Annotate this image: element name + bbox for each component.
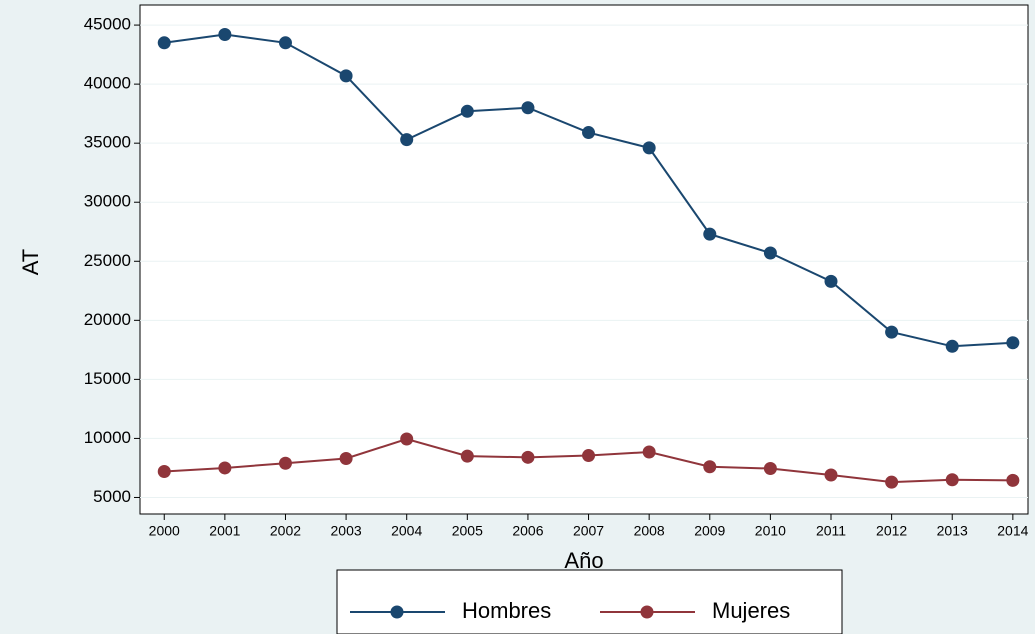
x-tick-label: 2000 bbox=[149, 523, 180, 539]
x-tick-label: 2009 bbox=[694, 523, 725, 539]
x-tick-label: 2004 bbox=[391, 523, 422, 539]
point bbox=[885, 325, 899, 339]
x-tick-label: 2007 bbox=[573, 523, 604, 539]
point bbox=[642, 141, 656, 155]
point bbox=[582, 126, 596, 140]
x-tick-label: 2013 bbox=[937, 523, 968, 539]
marks: 5000 10000 15000 20000 25000 30000 35000 40000 4… bbox=[84, 15, 1029, 623]
y-tick-label: 15000 bbox=[84, 369, 131, 388]
x-tick-label: 2014 bbox=[997, 523, 1028, 539]
plot-area bbox=[139, 4, 1029, 515]
point bbox=[763, 462, 777, 476]
y-axis-label: AT bbox=[18, 249, 43, 275]
point bbox=[278, 456, 292, 470]
point bbox=[400, 133, 414, 147]
point bbox=[218, 28, 232, 42]
point bbox=[824, 274, 838, 288]
point bbox=[218, 461, 232, 475]
y-tick-label: 5000 bbox=[93, 487, 131, 506]
point bbox=[460, 449, 474, 463]
point bbox=[642, 445, 656, 459]
point bbox=[460, 104, 474, 118]
legend-box bbox=[336, 569, 843, 634]
point bbox=[157, 36, 171, 50]
point bbox=[1006, 336, 1020, 350]
x-tick-label: 2001 bbox=[209, 523, 240, 539]
legend-label: Hombres bbox=[462, 598, 551, 623]
point bbox=[703, 460, 717, 474]
y-tick-label: 45000 bbox=[84, 15, 131, 34]
y-tick-label: 35000 bbox=[84, 133, 131, 152]
point bbox=[1006, 473, 1020, 487]
point bbox=[763, 246, 777, 260]
point bbox=[521, 101, 535, 115]
point bbox=[400, 432, 414, 446]
point bbox=[339, 451, 353, 465]
y-tick-label: 10000 bbox=[84, 428, 131, 447]
point bbox=[157, 464, 171, 478]
point bbox=[582, 449, 596, 463]
legend-marker bbox=[390, 605, 404, 619]
x-tick-label: 2011 bbox=[816, 523, 846, 539]
point bbox=[339, 69, 353, 83]
x-tick-label: 2006 bbox=[512, 523, 543, 539]
x-tick-label: 2010 bbox=[755, 523, 786, 539]
point bbox=[278, 36, 292, 50]
point bbox=[945, 473, 959, 487]
y-tick-label: 30000 bbox=[84, 192, 131, 211]
y-tick-label: 40000 bbox=[84, 74, 131, 93]
legend-marker bbox=[640, 605, 654, 619]
point bbox=[703, 227, 717, 241]
point bbox=[824, 468, 838, 482]
legend-label: Mujeres bbox=[712, 598, 790, 623]
point bbox=[521, 450, 535, 464]
x-tick-label: 2008 bbox=[634, 523, 665, 539]
x-tick-label: 2003 bbox=[331, 523, 362, 539]
y-tick-label: 25000 bbox=[84, 251, 131, 270]
y-tick-label: 20000 bbox=[84, 310, 131, 329]
point bbox=[945, 339, 959, 353]
x-axis-label: Año bbox=[564, 548, 603, 573]
point bbox=[885, 475, 899, 489]
x-tick-label: 2012 bbox=[876, 523, 907, 539]
x-tick-label: 2005 bbox=[452, 523, 483, 539]
x-tick-label: 2002 bbox=[270, 523, 301, 539]
